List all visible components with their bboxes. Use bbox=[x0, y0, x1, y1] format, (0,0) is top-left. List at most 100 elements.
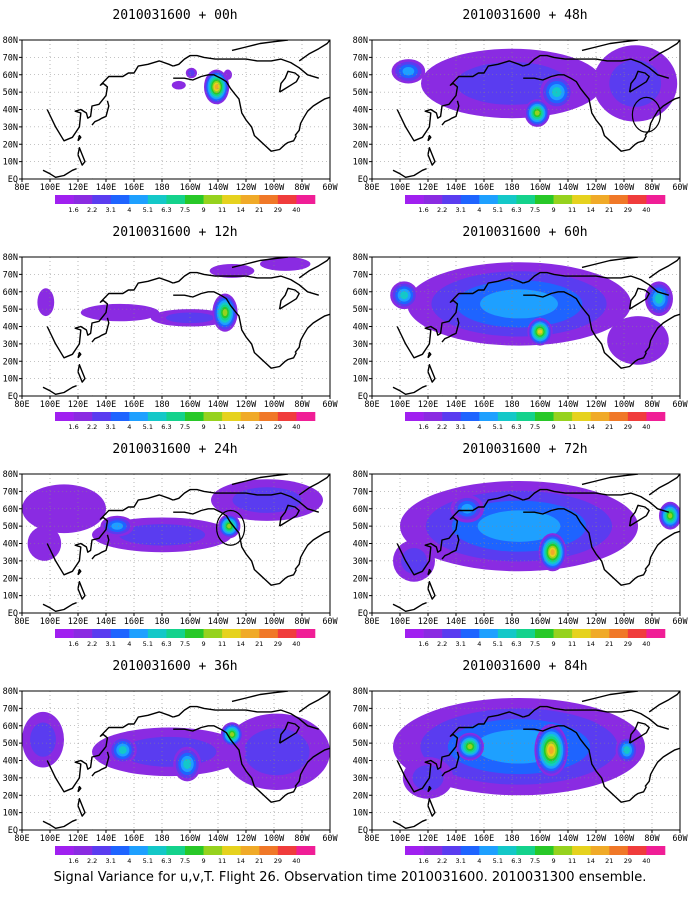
coastline bbox=[648, 474, 680, 496]
variance-contour bbox=[548, 746, 554, 755]
coastline bbox=[298, 257, 330, 279]
colorbar-label: 3.1 bbox=[106, 206, 116, 214]
x-tick-label: 160W bbox=[180, 183, 201, 193]
x-tick-label: 60W bbox=[672, 400, 688, 410]
x-tick-label: 100E bbox=[40, 183, 60, 193]
colorbar-swatch bbox=[442, 629, 462, 638]
colorbar-label: 11 bbox=[218, 423, 226, 431]
colorbar-label: 1.6 bbox=[418, 206, 428, 214]
chart-panel-84h: 2010031600 + 84h 80E 100E 120E 140E 160E 180 16… bbox=[350, 651, 700, 866]
colorbar-label: 29 bbox=[274, 206, 282, 214]
colorbar-swatch bbox=[442, 846, 462, 855]
x-tick-label: 120W bbox=[236, 400, 257, 410]
coastline bbox=[523, 725, 648, 803]
y-tick-label: 70N bbox=[3, 487, 18, 497]
colorbar-swatch bbox=[277, 629, 297, 638]
coastline bbox=[581, 40, 639, 52]
colorbar-swatch bbox=[497, 412, 517, 421]
y-tick-label: 50N bbox=[353, 88, 368, 98]
y-tick-label: 10N bbox=[353, 809, 368, 819]
colorbar-swatch bbox=[423, 195, 443, 204]
colorbar-label: 9 bbox=[202, 206, 206, 214]
colorbar-swatch bbox=[479, 412, 499, 421]
coastline bbox=[77, 785, 82, 793]
coastline bbox=[278, 287, 300, 310]
coastline bbox=[46, 711, 174, 793]
variance-contour bbox=[223, 69, 232, 80]
coastline bbox=[294, 96, 330, 137]
colorbar-swatch bbox=[166, 846, 186, 855]
y-tick-label: 30N bbox=[3, 774, 18, 784]
colorbar-label: 14 bbox=[587, 423, 595, 431]
coastline bbox=[77, 363, 86, 383]
colorbar-label: 1.6 bbox=[68, 206, 78, 214]
colorbar-label: 9 bbox=[202, 423, 206, 431]
colorbar-label: 3.1 bbox=[106, 423, 116, 431]
x-tick-label: 160E bbox=[124, 400, 144, 410]
y-tick-label: EQ bbox=[8, 609, 18, 619]
colorbar-label: 21 bbox=[605, 423, 613, 431]
colorbar-swatch bbox=[572, 412, 592, 421]
colorbar-label: 2.2 bbox=[437, 857, 447, 865]
y-tick-label: 10N bbox=[353, 158, 368, 168]
y-tick-label: 50N bbox=[353, 739, 368, 749]
y-tick-label: 30N bbox=[3, 340, 18, 350]
colorbar-label: 4 bbox=[127, 206, 131, 214]
colorbar-label: 5.1 bbox=[143, 640, 153, 648]
colorbar-swatch bbox=[259, 412, 279, 421]
x-tick-label: 80W bbox=[294, 834, 310, 844]
colorbar-swatch bbox=[240, 412, 260, 421]
colorbar-swatch bbox=[147, 195, 167, 204]
colorbar-label: 21 bbox=[605, 640, 613, 648]
x-tick-label: 160W bbox=[530, 617, 551, 627]
colorbar-swatch bbox=[222, 412, 242, 421]
y-tick-label: 30N bbox=[353, 340, 368, 350]
colorbar-label: 4 bbox=[127, 640, 131, 648]
colorbar-swatch bbox=[185, 412, 204, 421]
y-tick-label: 80N bbox=[353, 36, 368, 46]
x-tick-label: 140E bbox=[96, 183, 116, 193]
x-tick-label: 140W bbox=[208, 617, 229, 627]
x-tick-label: 160W bbox=[530, 400, 551, 410]
colorbar-label: 11 bbox=[218, 206, 226, 214]
colorbar-label: 6.3 bbox=[511, 206, 521, 214]
colorbar-swatch bbox=[646, 412, 666, 421]
variance-contour bbox=[400, 291, 409, 300]
y-tick-label: 70N bbox=[353, 487, 368, 497]
coastline bbox=[172, 271, 320, 296]
x-tick-label: 120W bbox=[586, 183, 607, 193]
chart-panel-0h: 2010031600 + 00h 80E 100E 120E 140E 160E 180 16… bbox=[0, 0, 350, 215]
coastline bbox=[396, 277, 524, 359]
colorbar-swatch bbox=[203, 195, 223, 204]
colorbar-swatch bbox=[110, 629, 130, 638]
colorbar-label: 4 bbox=[477, 640, 481, 648]
colorbar-label: 11 bbox=[218, 857, 226, 865]
x-tick-label: 160E bbox=[474, 617, 494, 627]
y-tick-label: 20N bbox=[353, 791, 368, 801]
coastline bbox=[231, 474, 289, 486]
coastline bbox=[77, 351, 82, 359]
colorbar-swatch bbox=[516, 195, 536, 204]
colorbar-label: 5.1 bbox=[493, 206, 503, 214]
colorbar-swatch bbox=[129, 412, 149, 421]
coastline bbox=[298, 474, 330, 496]
x-tick-label: 120W bbox=[236, 183, 257, 193]
coastline bbox=[91, 751, 110, 777]
coastline bbox=[172, 705, 320, 730]
x-tick-label: 100E bbox=[390, 183, 410, 193]
coastline bbox=[628, 504, 650, 527]
x-tick-label: 180 bbox=[504, 400, 519, 410]
colorbar-swatch bbox=[92, 195, 112, 204]
colorbar-label: 5.1 bbox=[143, 206, 153, 214]
colorbar-swatch bbox=[166, 195, 186, 204]
variance-contour bbox=[27, 526, 62, 561]
colorbar-label: 6.3 bbox=[161, 640, 171, 648]
x-tick-label: 120W bbox=[586, 834, 607, 844]
panel-title: 2010031600 + 00h bbox=[112, 8, 238, 23]
colorbar-swatch bbox=[590, 846, 610, 855]
variance-contour bbox=[550, 549, 555, 556]
x-tick-label: 140W bbox=[558, 400, 579, 410]
coastline bbox=[231, 40, 289, 52]
colorbar-swatch bbox=[442, 412, 462, 421]
x-tick-label: 160W bbox=[530, 183, 551, 193]
